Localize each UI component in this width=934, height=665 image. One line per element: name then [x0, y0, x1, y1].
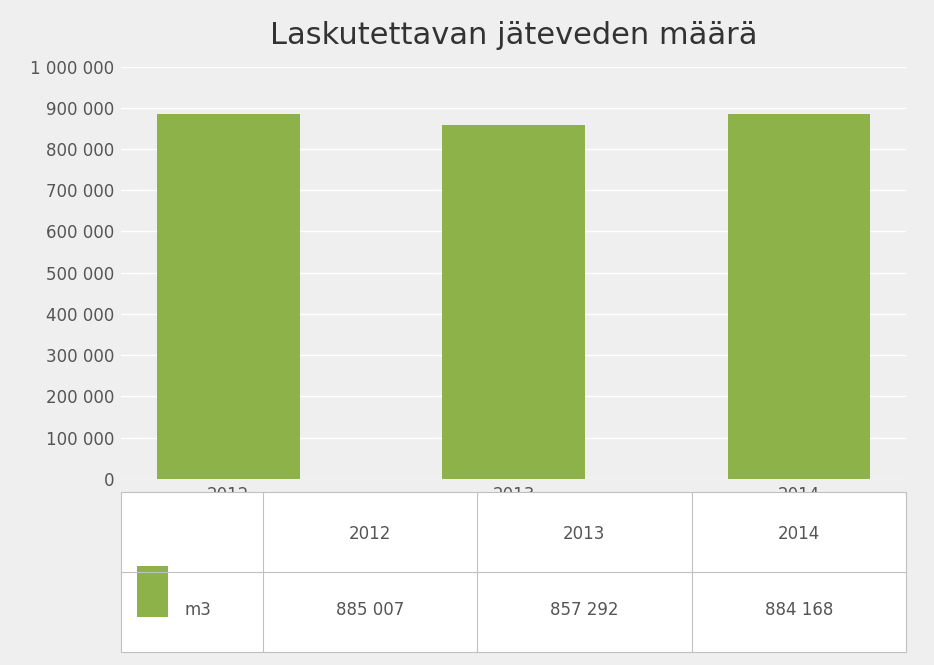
Text: m3: m3 [184, 601, 211, 619]
Bar [157, 114, 300, 479]
Text: 885 007: 885 007 [335, 601, 404, 619]
Text: 857 292: 857 292 [550, 601, 618, 619]
Text: 884 168: 884 168 [765, 601, 833, 619]
Text: 2012: 2012 [348, 525, 391, 543]
Text: 2013: 2013 [563, 525, 605, 543]
Bar [728, 114, 870, 479]
Bar [443, 125, 585, 479]
Title: Laskutettavan jäteveden määrä: Laskutettavan jäteveden määrä [270, 21, 757, 51]
Text: 2014: 2014 [778, 525, 820, 543]
Bar [137, 565, 168, 616]
